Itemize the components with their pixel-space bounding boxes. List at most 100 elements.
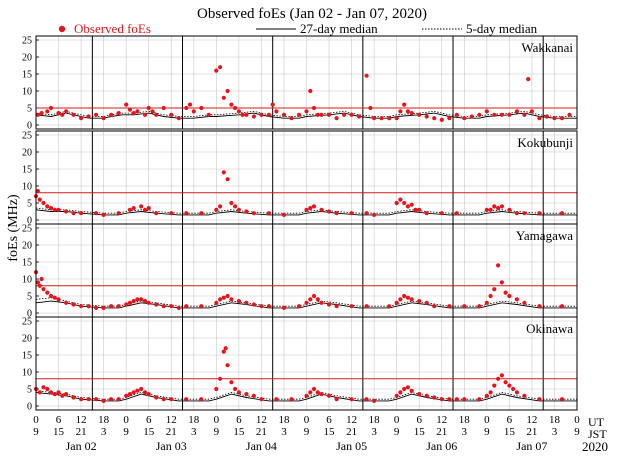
day-label: Jan 06	[426, 439, 457, 453]
observed-point	[79, 211, 84, 216]
observed-point	[229, 200, 234, 206]
observed-point	[394, 200, 399, 206]
observed-point	[135, 297, 140, 302]
observed-point	[221, 295, 226, 300]
observed-point	[94, 305, 99, 310]
observed-point	[251, 114, 256, 119]
observed-point	[101, 116, 106, 121]
observed-point	[60, 112, 65, 117]
observed-point	[41, 287, 46, 292]
observed-point	[477, 304, 482, 309]
observed-point	[142, 112, 148, 117]
observed-point	[64, 300, 69, 305]
y-tick-label: 5	[27, 385, 32, 396]
observed-point	[45, 290, 50, 295]
observed-point	[45, 109, 50, 114]
observed-point	[454, 112, 459, 117]
observed-point	[191, 109, 196, 114]
observed-point	[48, 105, 54, 111]
observed-point	[315, 297, 320, 302]
observed-point	[225, 177, 230, 182]
observed-point	[394, 116, 399, 121]
legend: Observed foEs 27-day median 5-day median	[58, 21, 538, 36]
legend-observed-label: Observed foEs	[74, 21, 151, 36]
observed-point	[281, 112, 287, 117]
legend-median5-label: 5-day median	[466, 21, 538, 36]
y-tick-label: 25	[22, 224, 32, 235]
observed-point	[71, 211, 76, 216]
observed-point	[522, 211, 527, 216]
observed-point	[154, 395, 159, 400]
jst-tick-label: 3	[101, 426, 107, 438]
observed-point	[334, 211, 339, 216]
jst-label: JST	[588, 427, 607, 441]
observed-point	[349, 112, 354, 117]
observed-point	[225, 88, 230, 94]
observed-point	[477, 112, 482, 117]
station-name: Wakkanai	[521, 40, 573, 55]
observed-point	[492, 383, 497, 388]
observed-point	[184, 397, 189, 402]
observed-point	[71, 302, 76, 307]
observed-point	[544, 114, 550, 119]
jst-tick-label: 3	[462, 426, 468, 438]
observed-point	[357, 114, 362, 119]
observed-point	[308, 390, 313, 395]
ut-tick-label: 6	[236, 414, 242, 426]
observed-point	[39, 111, 44, 116]
jst-tick-label: 15	[414, 426, 426, 438]
y-tick-label: 10	[22, 87, 32, 98]
panels: 0 5 10 15 20 25 Wakkanai 0 5 10 15 20 25 Kokubunji 0 5 1…	[22, 35, 578, 413]
observed-point	[48, 293, 54, 299]
observed-point	[492, 287, 497, 292]
observed-point	[281, 305, 287, 310]
observed-point	[142, 299, 148, 304]
observed-point	[537, 304, 542, 309]
observed-point	[514, 109, 520, 114]
ut-tick-label: 18	[278, 414, 290, 426]
observed-point	[139, 204, 144, 209]
observed-point	[244, 300, 249, 305]
observed-point	[529, 109, 535, 114]
observed-point	[488, 207, 493, 212]
jst-tick-label: 15	[143, 426, 155, 438]
y-tick-label: 15	[22, 258, 32, 269]
observed-point	[45, 386, 50, 392]
observed-point	[45, 204, 50, 209]
observed-point	[214, 386, 219, 392]
observed-point	[496, 206, 501, 211]
observed-point	[319, 300, 324, 305]
observed-point	[409, 111, 414, 116]
y-tick-label: 25	[22, 317, 32, 328]
observed-point	[311, 105, 317, 111]
observed-point	[559, 397, 565, 402]
ut-tick-label: 0	[304, 414, 310, 426]
panel-wakkanai: 0 5 10 15 20 25 Wakkanai	[22, 35, 578, 132]
observed-point	[308, 206, 313, 211]
observed-point	[142, 390, 148, 395]
observed-point	[109, 112, 114, 117]
observed-point	[52, 207, 57, 212]
observed-point	[259, 112, 264, 117]
observed-point	[127, 392, 132, 397]
observed-point	[218, 376, 223, 381]
observed-point	[236, 390, 241, 395]
jst-tick-label: 15	[53, 426, 65, 438]
jst-tick-label: 15	[504, 426, 516, 438]
observed-point	[417, 299, 422, 304]
observed-point	[161, 304, 166, 309]
observed-point	[432, 116, 437, 121]
observed-point	[94, 211, 99, 216]
y-tick-label: 15	[22, 165, 32, 176]
observed-point	[131, 390, 136, 395]
observed-point	[364, 211, 369, 216]
observed-point	[124, 393, 129, 398]
observed-point	[251, 211, 256, 216]
observed-point	[199, 105, 204, 111]
jst-tick-label: 9	[123, 426, 129, 438]
observed-point	[94, 112, 99, 117]
observed-point	[154, 112, 159, 117]
day-label: Jan 04	[246, 439, 277, 453]
observed-point	[135, 388, 140, 393]
